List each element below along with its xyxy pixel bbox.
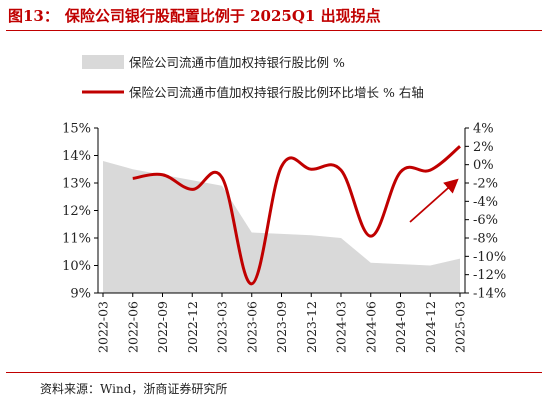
y-left-tick-label: 13% [62,177,91,192]
y-right-tick-label: -2% [473,177,498,192]
x-tick-label: 2023-06 [244,301,259,353]
y-left-tick-label: 15% [62,122,91,137]
source-note: 资料来源：Wind，浙商证券研究所 [40,382,228,396]
x-tick-label: 2022-06 [125,301,140,353]
y-right-tick-label: 4% [473,122,494,137]
figure-number: 图13： [8,7,59,25]
x-tick-label: 2024-03 [334,301,349,353]
y-right-tick-label: -4% [473,195,498,210]
y-right-tick-label: 0% [473,158,494,173]
x-tick-label: 2022-09 [155,301,170,353]
y-right-tick-label: -12% [473,268,506,283]
y-left-tick-label: 11% [62,232,91,247]
x-tick-label: 2022-03 [96,301,111,353]
x-tick-label: 2024-12 [423,301,438,353]
legend-label-line: 保险公司流通市值加权持银行股比例环比增长 % 右轴 [129,85,424,100]
y-left-tick-label: 9% [70,287,91,302]
area-series [103,161,460,293]
x-tick-label: 2022-12 [185,301,200,353]
y-right-tick-label: -6% [473,213,498,228]
chart-title: 图13： 保险公司银行股配置比例于 2025Q1 出现拐点 [8,5,387,26]
x-tick-label: 2025-03 [453,301,468,353]
x-tick-label: 2023-09 [274,301,289,353]
y-right-tick-label: 2% [473,140,494,155]
source-rule [6,372,542,373]
title-rule [6,30,542,31]
y-right-tick-label: -10% [473,250,506,265]
x-tick-label: 2024-09 [393,301,408,353]
y-left-tick-label: 12% [62,204,91,219]
legend-swatch-area [82,55,124,69]
y-right-tick-label: -14% [473,287,506,302]
trend-arrow [409,178,459,223]
x-tick-label: 2024-06 [363,301,378,353]
x-tick-label: 2023-03 [215,301,230,353]
figure-title-text: 保险公司银行股配置比例于 2025Q1 出现拐点 [64,7,381,25]
y-right-tick-label: -8% [473,232,498,247]
x-tick-label: 2023-12 [304,301,319,353]
y-left-tick-label: 10% [62,259,91,274]
legend-label-area: 保险公司流通市值加权持银行股比例 % [129,55,345,70]
y-left-tick-label: 14% [62,149,91,164]
